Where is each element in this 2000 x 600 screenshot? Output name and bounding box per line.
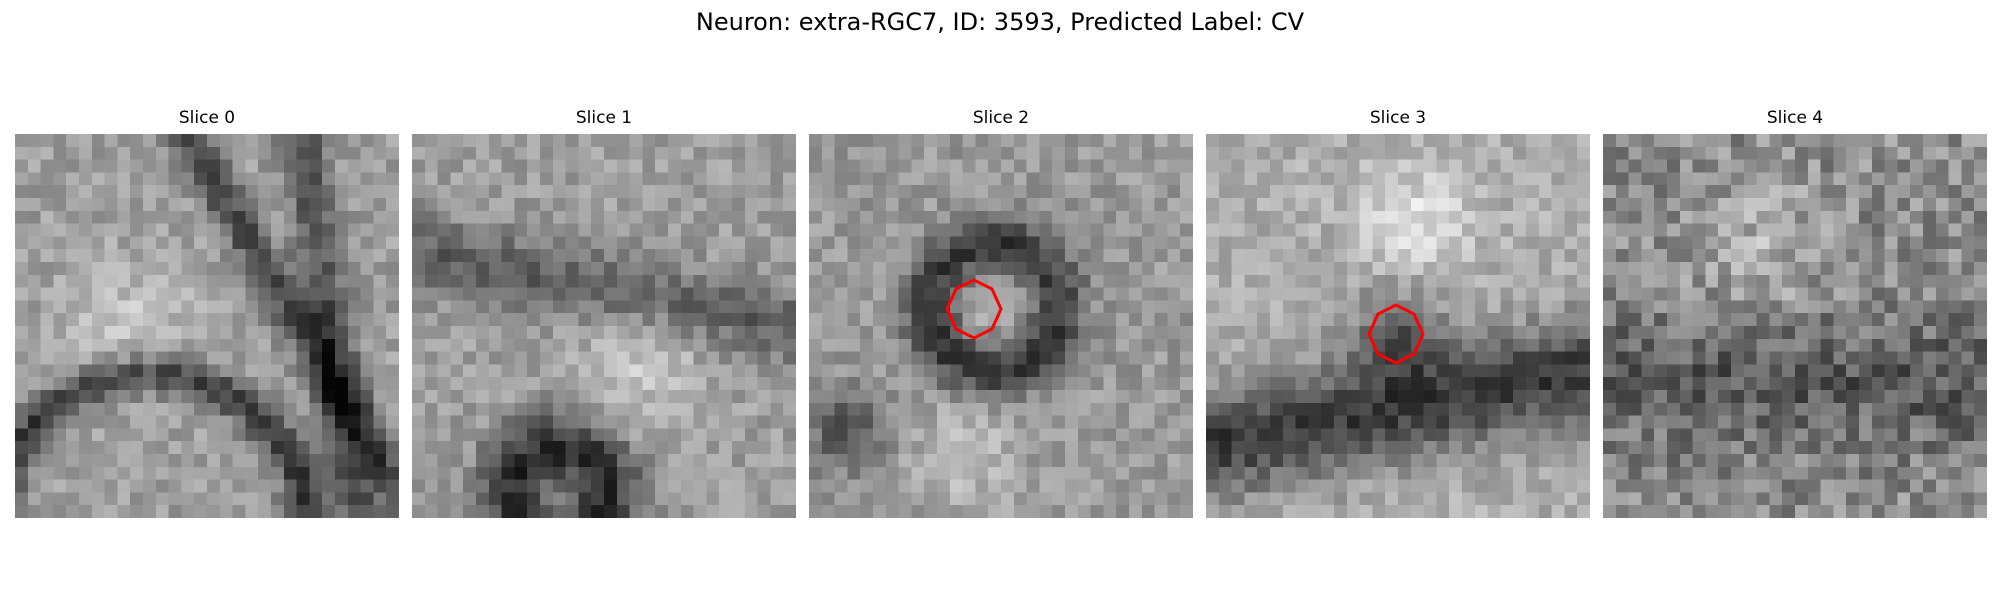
slice-title-2: Slice 2 — [972, 108, 1030, 128]
slice-image-1 — [412, 134, 796, 518]
slice-canvas-0 — [15, 134, 399, 518]
slice-canvas-1 — [412, 134, 796, 518]
figure-title: Neuron: extra-RGC7, ID: 3593, Predicted … — [695, 8, 1305, 36]
slice-title-1: Slice 1 — [575, 108, 633, 128]
slice-image-2 — [809, 134, 1193, 518]
slice-image-3 — [1206, 134, 1590, 518]
slice-title-0: Slice 0 — [178, 108, 236, 128]
slice-image-0 — [15, 134, 399, 518]
slice-canvas-4 — [1603, 134, 1987, 518]
slice-title-4: Slice 4 — [1766, 108, 1824, 128]
slice-canvas-2 — [809, 134, 1193, 518]
slice-title-3: Slice 3 — [1369, 108, 1427, 128]
slice-image-4 — [1603, 134, 1987, 518]
slice-canvas-3 — [1206, 134, 1590, 518]
